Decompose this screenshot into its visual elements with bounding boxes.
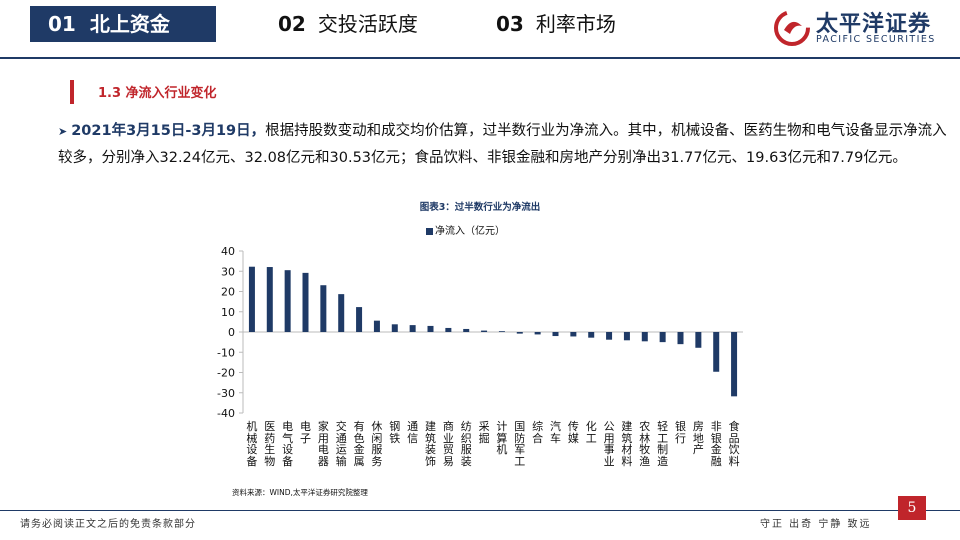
x-category-label: 非银金融 (710, 420, 722, 468)
summary-paragraph: ➤ 2021年3月15日-3月19日，根据持股数变动和成交均价估算，过半数行业为净… (58, 118, 948, 171)
x-category-label: 传媒 (567, 420, 579, 445)
x-category-label: 商业贸易 (442, 420, 454, 468)
summary-text: 根据持股数变动和成交均价估算，过半数行业为净流入。其中，机械设备、医药生物和电气… (58, 123, 947, 166)
x-category-label: 钢铁 (389, 420, 401, 445)
x-category-label: 交通运输 (335, 420, 347, 468)
bar (248, 266, 255, 332)
tab-number: 03 (496, 12, 524, 36)
bar (695, 332, 702, 348)
x-category-label: 房地产 (692, 420, 704, 456)
bar (356, 307, 363, 332)
bar (373, 320, 380, 332)
header-divider (0, 57, 960, 59)
bar (463, 328, 470, 332)
x-category-label: 综合 (532, 420, 544, 445)
tab-interest-rate-market[interactable]: 03 利率市场 (496, 6, 616, 42)
tab-northbound-funds[interactable]: 01 北上资金 (30, 6, 216, 42)
x-category-label: 机械设备 (246, 420, 258, 468)
bullet-arrow-icon: ➤ (58, 125, 68, 138)
section-title: 1.3 净流入行业变化 (98, 86, 217, 101)
x-category-label: 食品饮料 (728, 420, 740, 468)
x-category-label: 轻工制造 (657, 420, 669, 468)
x-category-label: 化工 (585, 420, 597, 445)
y-tick-label: 0 (228, 326, 235, 339)
x-category-label: 休闲服务 (371, 420, 383, 468)
bar (641, 332, 648, 342)
company-motto: 守正 出奇 宁静 致远 (760, 519, 872, 530)
bar (391, 324, 398, 332)
bar (427, 325, 434, 332)
legend-swatch (426, 227, 433, 235)
data-source: 资料来源：WIND,太平洋证券研究院整理 (232, 488, 368, 497)
bar (677, 332, 684, 345)
bar (266, 267, 273, 332)
x-category-label: 家用电器 (317, 420, 329, 468)
bar (409, 325, 416, 332)
x-category-label: 公用事业 (603, 420, 615, 468)
bar (338, 294, 345, 332)
legend-label: 净流入（亿元） (435, 226, 505, 237)
y-tick-label: -30 (217, 387, 235, 400)
bar (481, 330, 488, 332)
company-logo: 太平洋证券 PACIFIC SECURITIES (772, 6, 952, 52)
bar (534, 332, 541, 335)
x-category-label: 通信 (407, 420, 419, 445)
disclaimer-note: 请务必阅读正文之后的免责条款部分 (20, 519, 196, 530)
tab-number: 02 (278, 12, 306, 36)
chart-title: 图表3：过半数行业为净流出 (419, 202, 541, 213)
date-range: 2021年3月15日-3月19日， (71, 123, 266, 139)
x-category-label: 建筑装饰 (425, 420, 436, 468)
bar (588, 332, 595, 338)
x-category-label: 农林牧渔 (639, 420, 651, 468)
top-nav: 01 北上资金 02 交投活跃度 03 利率市场 太平洋证券 PACIFIC SECU… (0, 0, 960, 52)
x-category-label: 医药生物 (264, 420, 276, 468)
y-tick-label: 10 (221, 306, 235, 319)
x-category-label: 采掘 (478, 420, 490, 445)
section-marker (70, 80, 74, 104)
bar (659, 332, 666, 343)
tab-label: 交投活跃度 (317, 12, 418, 36)
bar (713, 332, 720, 372)
y-tick-label: -40 (217, 407, 235, 420)
x-category-label: 有色金属 (353, 420, 365, 468)
bar (552, 332, 559, 337)
x-category-label: 纺织服装 (460, 420, 472, 468)
y-tick-label: 20 (221, 286, 235, 299)
tab-label: 北上资金 (89, 12, 170, 36)
x-category-label: 国防军工 (514, 420, 526, 468)
tab-label: 利率市场 (535, 12, 616, 36)
logo-text-cn: 太平洋证券 (816, 12, 932, 37)
bar (445, 327, 452, 332)
logo-text-en: PACIFIC SECURITIES (816, 34, 936, 45)
x-category-label: 建筑材料 (621, 420, 633, 468)
footer-divider (0, 510, 960, 511)
page-number: 5 (898, 496, 926, 520)
bar (731, 332, 738, 397)
y-tick-label: -20 (217, 367, 235, 380)
bar (498, 331, 505, 332)
bar (606, 332, 613, 340)
bar (570, 332, 577, 337)
x-category-label: 计算机 (496, 420, 508, 456)
y-tick-label: 40 (221, 245, 235, 258)
x-category-label: 电气设备 (282, 420, 294, 468)
bar (302, 272, 309, 332)
chart-legend: 净流入（亿元） (426, 222, 505, 237)
y-tick-label: -10 (217, 346, 235, 359)
tab-trading-activity[interactable]: 02 交投活跃度 (278, 6, 418, 42)
x-category-label: 银行 (675, 420, 686, 445)
x-category-label: 电子 (300, 420, 311, 445)
bar (623, 332, 630, 341)
bar (284, 270, 291, 332)
x-category-label: 汽车 (550, 420, 561, 445)
bar (516, 332, 523, 334)
tab-number: 01 (48, 12, 76, 36)
y-tick-label: 30 (221, 265, 235, 278)
bar (320, 285, 327, 332)
logo-emblem-icon (774, 10, 810, 46)
